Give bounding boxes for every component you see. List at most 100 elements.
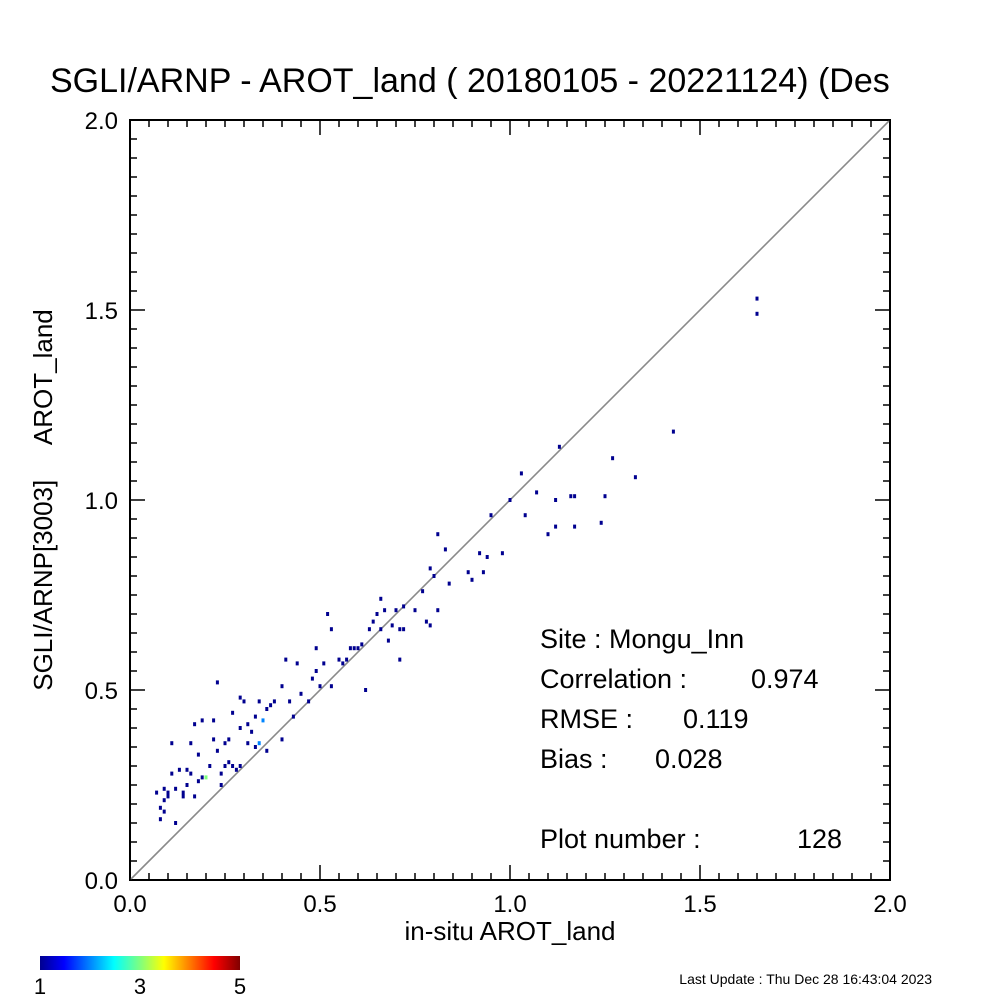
data-point — [432, 574, 436, 578]
data-point — [177, 767, 181, 772]
data-point — [166, 790, 170, 795]
data-point — [158, 817, 162, 822]
plot-area — [129, 119, 891, 881]
data-point — [219, 783, 223, 787]
data-point — [356, 646, 360, 651]
data-point — [500, 551, 504, 556]
data-point — [196, 752, 200, 757]
data-point — [288, 699, 292, 704]
bias-value: 0.028 — [655, 744, 723, 774]
colorbar — [40, 956, 240, 970]
data-point — [557, 444, 561, 449]
data-point — [185, 767, 189, 772]
x-tick-label: 1.0 — [493, 891, 526, 918]
colorbar-tick-label: 3 — [134, 974, 146, 999]
data-point — [535, 490, 539, 495]
data-point — [573, 524, 577, 529]
data-point — [398, 627, 402, 632]
data-point — [170, 741, 174, 746]
data-point — [314, 646, 318, 651]
data-point — [299, 691, 303, 696]
data-point — [219, 771, 223, 776]
data-point — [345, 657, 349, 662]
data-point — [443, 547, 447, 552]
data-points — [155, 296, 759, 825]
data-point — [257, 699, 261, 704]
y-tick-labels: 0.0 0.5 1.0 1.5 2.0 — [85, 108, 118, 895]
data-point — [554, 524, 558, 529]
data-point — [234, 767, 238, 772]
y-tick-label: 1.5 — [85, 298, 118, 325]
data-point — [421, 589, 425, 594]
data-point — [402, 627, 406, 632]
x-tick-label: 2.0 — [873, 891, 906, 918]
data-point — [671, 429, 675, 434]
data-point — [238, 726, 242, 730]
data-point — [329, 627, 333, 632]
data-point — [204, 775, 208, 780]
data-point — [196, 779, 200, 784]
data-point — [265, 748, 269, 753]
x-tick-label: 1.5 — [683, 891, 716, 918]
data-point — [257, 741, 261, 746]
data-point — [554, 498, 558, 502]
colorbar-tick-label: 1 — [34, 974, 46, 999]
data-point — [478, 551, 482, 556]
data-point — [200, 775, 204, 780]
plot-number-value: 128 — [797, 824, 842, 854]
y-tick-label: 2.0 — [85, 108, 118, 135]
data-point — [181, 794, 185, 799]
data-point — [318, 684, 322, 689]
data-point — [174, 821, 178, 825]
data-point — [193, 722, 197, 727]
data-point — [390, 623, 394, 628]
data-point — [158, 805, 162, 810]
data-point — [253, 745, 257, 749]
chart-title: SGLI/ARNP - AROT_land ( 20180105 - 20221… — [50, 62, 890, 100]
data-point — [314, 669, 318, 673]
data-point — [261, 718, 265, 723]
data-point — [611, 456, 615, 461]
data-point — [269, 703, 273, 708]
data-point — [272, 699, 276, 704]
data-point — [633, 475, 637, 480]
data-point — [189, 771, 193, 776]
data-point — [337, 657, 341, 662]
colorbar-tick-label: 5 — [234, 974, 246, 999]
data-point — [250, 729, 254, 734]
data-point — [162, 786, 166, 791]
data-point — [424, 619, 428, 624]
data-point — [231, 710, 235, 715]
data-point — [352, 646, 356, 651]
data-point — [265, 707, 269, 711]
data-point — [485, 555, 489, 559]
x-tick-label: 0.0 — [113, 891, 146, 918]
data-point — [386, 638, 390, 643]
data-point — [523, 513, 527, 518]
data-point — [307, 699, 311, 704]
data-point — [295, 661, 299, 666]
bias-label: Bias : — [540, 744, 608, 774]
correlation-value: 0.974 — [751, 664, 819, 694]
correlation-label: Correlation : — [540, 664, 687, 694]
x-tick-label: 0.5 — [303, 891, 336, 918]
data-point — [326, 612, 330, 616]
data-point — [166, 794, 170, 799]
data-point — [189, 741, 193, 746]
data-point — [375, 612, 379, 616]
data-point — [170, 771, 174, 776]
data-point — [428, 623, 432, 628]
data-point — [238, 764, 242, 768]
colorbar-tick-labels: 1 3 5 — [34, 974, 246, 999]
data-point — [394, 608, 398, 613]
data-point — [212, 718, 216, 723]
x-tick-labels: 0.0 0.5 1.0 1.5 2.0 — [113, 891, 906, 918]
data-point — [599, 520, 603, 525]
data-point — [223, 764, 227, 768]
data-point — [470, 577, 474, 582]
data-point — [546, 532, 550, 537]
data-point — [280, 737, 284, 742]
data-point — [212, 737, 216, 742]
data-point — [253, 714, 257, 719]
data-point — [215, 680, 219, 685]
